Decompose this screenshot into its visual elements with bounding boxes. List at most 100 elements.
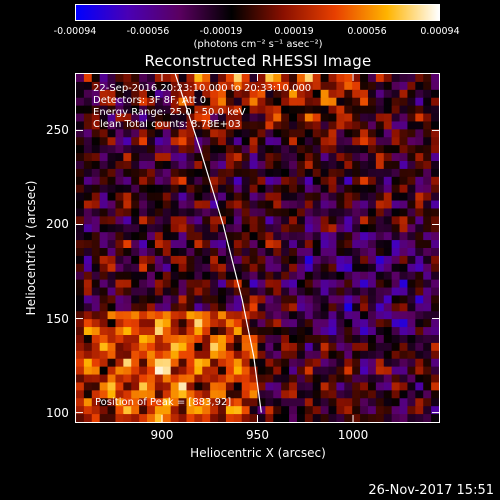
heatmap-cell — [249, 137, 259, 146]
heatmap-cell — [312, 184, 322, 194]
heatmap-cell — [210, 232, 219, 241]
heatmap-cell — [241, 153, 251, 162]
heatmap-cell — [375, 287, 385, 297]
heatmap-cell — [415, 192, 424, 202]
heatmap-cell — [344, 398, 353, 407]
heatmap-cell — [225, 350, 235, 360]
heatmap-cell — [273, 279, 282, 289]
heatmap-cell — [194, 129, 203, 138]
heatmap-cell — [304, 176, 314, 186]
heatmap-cell — [218, 168, 227, 178]
heatmap-cell — [423, 279, 432, 289]
heatmap-cell — [399, 153, 409, 162]
heatmap-cell — [139, 129, 148, 138]
heatmap-cell — [241, 224, 251, 233]
heatmap-cell — [139, 366, 148, 376]
heatmap-cell — [186, 303, 195, 312]
heatmap-cell — [241, 105, 251, 115]
heatmap-cell — [289, 129, 298, 138]
heatmap-cell — [154, 248, 164, 257]
heatmap-cell — [281, 97, 290, 107]
heatmap-cell — [367, 398, 377, 407]
heatmap-cell — [360, 319, 369, 328]
heatmap-cell — [367, 350, 377, 360]
heatmap-cell — [407, 327, 416, 336]
heatmap-cell — [265, 303, 274, 312]
heatmap-cell — [281, 232, 290, 241]
heatmap-cell — [289, 224, 298, 233]
heatmap-cell — [407, 342, 416, 352]
heatmap-cell — [139, 105, 148, 115]
heatmap-cell — [123, 327, 132, 336]
heatmap-cell — [257, 200, 266, 210]
heatmap-cell — [123, 382, 132, 391]
heatmap-cell — [304, 287, 314, 297]
heatmap-cell — [281, 406, 290, 415]
heatmap-plot-area — [75, 73, 440, 423]
heatmap-cell — [194, 161, 203, 170]
heatmap-cell — [360, 414, 369, 422]
heatmap-cell — [383, 113, 393, 123]
heatmap-cell — [431, 358, 439, 368]
heatmap-cell — [320, 168, 330, 178]
heatmap-cell — [186, 74, 195, 83]
heatmap-cell — [186, 374, 195, 384]
heatmap-cell — [407, 366, 416, 376]
heatmap-cell — [423, 200, 432, 210]
heatmap-cell — [107, 74, 117, 83]
heatmap-cell — [194, 303, 203, 312]
heatmap-cell — [383, 271, 393, 281]
heatmap-cell — [76, 398, 85, 407]
heatmap-cell — [76, 390, 85, 399]
heatmap-cell — [107, 105, 117, 115]
heatmap-cell — [178, 105, 188, 115]
heatmap-cell — [186, 335, 195, 344]
heatmap-cell — [225, 176, 235, 186]
heatmap-cell — [296, 350, 306, 360]
heatmap-cell — [147, 240, 156, 249]
heatmap-cell — [218, 105, 227, 115]
heatmap-cell — [375, 240, 385, 249]
heatmap-cell — [281, 113, 290, 123]
heatmap-cell — [154, 208, 164, 217]
heatmap-cell — [328, 232, 338, 241]
heatmap-cell — [76, 216, 85, 225]
heatmap-cell — [273, 113, 282, 123]
heatmap-cell — [115, 168, 124, 178]
heatmap-cell — [162, 168, 172, 178]
heatmap-cell — [423, 137, 432, 146]
heatmap-cell — [249, 240, 259, 249]
heatmap-cell — [360, 97, 369, 107]
heatmap-cell — [233, 350, 243, 360]
heatmap-cell — [281, 319, 290, 328]
heatmap-cell — [91, 145, 101, 154]
heatmap-cell — [139, 74, 148, 83]
heatmap-cell — [328, 224, 338, 233]
heatmap-cell — [336, 161, 345, 170]
heatmap-cell — [360, 311, 369, 320]
heatmap-cell — [162, 208, 172, 217]
heatmap-cell — [210, 81, 219, 91]
heatmap-cell — [423, 414, 432, 422]
heatmap-cell — [83, 105, 93, 115]
heatmap-cell — [115, 366, 124, 376]
heatmap-cell — [99, 97, 109, 107]
heatmap-cell — [225, 335, 235, 344]
heatmap-cell — [210, 279, 219, 289]
heatmap-cell — [178, 176, 188, 186]
heatmap-cell — [391, 145, 401, 154]
heatmap-cell — [304, 382, 314, 391]
heatmap-cell — [139, 168, 148, 178]
heatmap-cell — [312, 414, 322, 422]
heatmap-cell — [154, 271, 164, 281]
heatmap-cell — [391, 240, 401, 249]
heatmap-cell — [99, 303, 109, 312]
heatmap-cell — [178, 374, 188, 384]
heatmap-cell — [76, 287, 85, 297]
heatmap-cell — [178, 287, 188, 297]
heatmap-cell — [320, 208, 330, 217]
heatmap-cell — [107, 414, 117, 422]
heatmap-cell — [186, 105, 195, 115]
heatmap-cell — [218, 145, 227, 154]
heatmap-cell — [131, 303, 140, 312]
